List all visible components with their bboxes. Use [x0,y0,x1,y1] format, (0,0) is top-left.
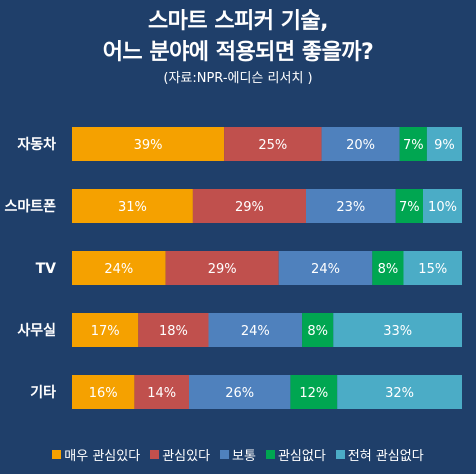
bar-segment [302,313,334,347]
data-label: 32% [385,386,414,401]
bar-segment [224,127,322,161]
data-label: 25% [258,138,287,153]
data-label: 33% [383,324,412,339]
data-label: 31% [118,200,147,215]
bar-segment [426,127,462,161]
bar-segment [189,375,291,409]
data-label: 8% [307,324,328,339]
data-label: 17% [91,324,120,339]
data-label: 15% [418,262,447,277]
legend-swatch [150,450,160,459]
data-label: 24% [311,262,340,277]
bar-segment [333,313,462,347]
legend-item: 전혀 관심없다 [335,445,424,464]
bar-segment [399,127,427,161]
chart-legend: 매우 관심있다 관심있다 보통 관심없다 전혀 관심없다 [0,445,476,464]
data-label: 18% [159,324,188,339]
category-label: 자동차 [17,137,56,153]
data-label: 39% [134,138,163,153]
legend-label: 매우 관심있다 [64,449,141,464]
bar-segment [134,375,189,409]
bar-segment [138,313,209,347]
legend-swatch [335,450,345,459]
chart-title-line-2: 어느 분야에 적용되면 좋을까? [102,40,374,65]
data-label: 7% [403,138,424,153]
legend-item: 매우 관심있다 [52,445,140,464]
data-label: 24% [104,262,133,277]
bar-segment [337,375,462,409]
category-label: 사무실 [17,323,56,339]
legend-label: 전혀 관심없다 [347,449,424,464]
category-label: 스마트폰 [4,199,56,215]
legend-swatch [265,450,275,459]
bar-segment [403,251,462,285]
bar-segment [72,313,139,347]
legend-label: 관심있다 [162,449,211,464]
bar-segment [72,127,225,161]
bar-segment [290,375,338,409]
data-label: 9% [434,138,455,153]
bar-segment [278,251,373,285]
legend-swatch [220,450,230,459]
category-label: TV [36,261,57,277]
data-label: 23% [336,200,365,215]
data-label: 29% [208,262,237,277]
bar-segment [423,189,462,223]
bar-segment [208,313,303,347]
bar-segment [306,189,396,223]
data-label: 20% [346,138,375,153]
chart-header: 스마트 스피커 기술, 어느 분야에 적용되면 좋을까? (자료:NPR-에디슨… [0,6,476,88]
data-label: 16% [89,386,118,401]
bar-segment [72,189,193,223]
data-label: 24% [241,324,270,339]
data-label: 29% [235,200,264,215]
bar-segment [372,251,404,285]
legend-item: 보통 [220,445,256,464]
category-label: 기타 [30,385,56,401]
bar-segment [72,251,166,285]
legend-label: 보통 [232,449,256,464]
data-label: 8% [378,262,399,277]
data-label: 14% [147,386,176,401]
chart-source: (자료:NPR-에디슨 리서치 ) [163,71,313,86]
legend-item: 관심있다 [150,445,210,464]
legend-label: 관심없다 [277,449,326,464]
chart-title-line-1: 스마트 스피커 기술, [147,9,329,34]
data-label: 12% [299,386,328,401]
bar-segment [321,127,400,161]
data-label: 26% [225,386,254,401]
legend-swatch [52,450,62,459]
data-label: 7% [399,200,420,215]
bar-segment [395,189,423,223]
bar-segment [72,375,135,409]
data-label: 10% [428,200,457,215]
bar-segment [165,251,279,285]
bar-segment [192,189,306,223]
legend-item: 관심없다 [265,445,326,464]
